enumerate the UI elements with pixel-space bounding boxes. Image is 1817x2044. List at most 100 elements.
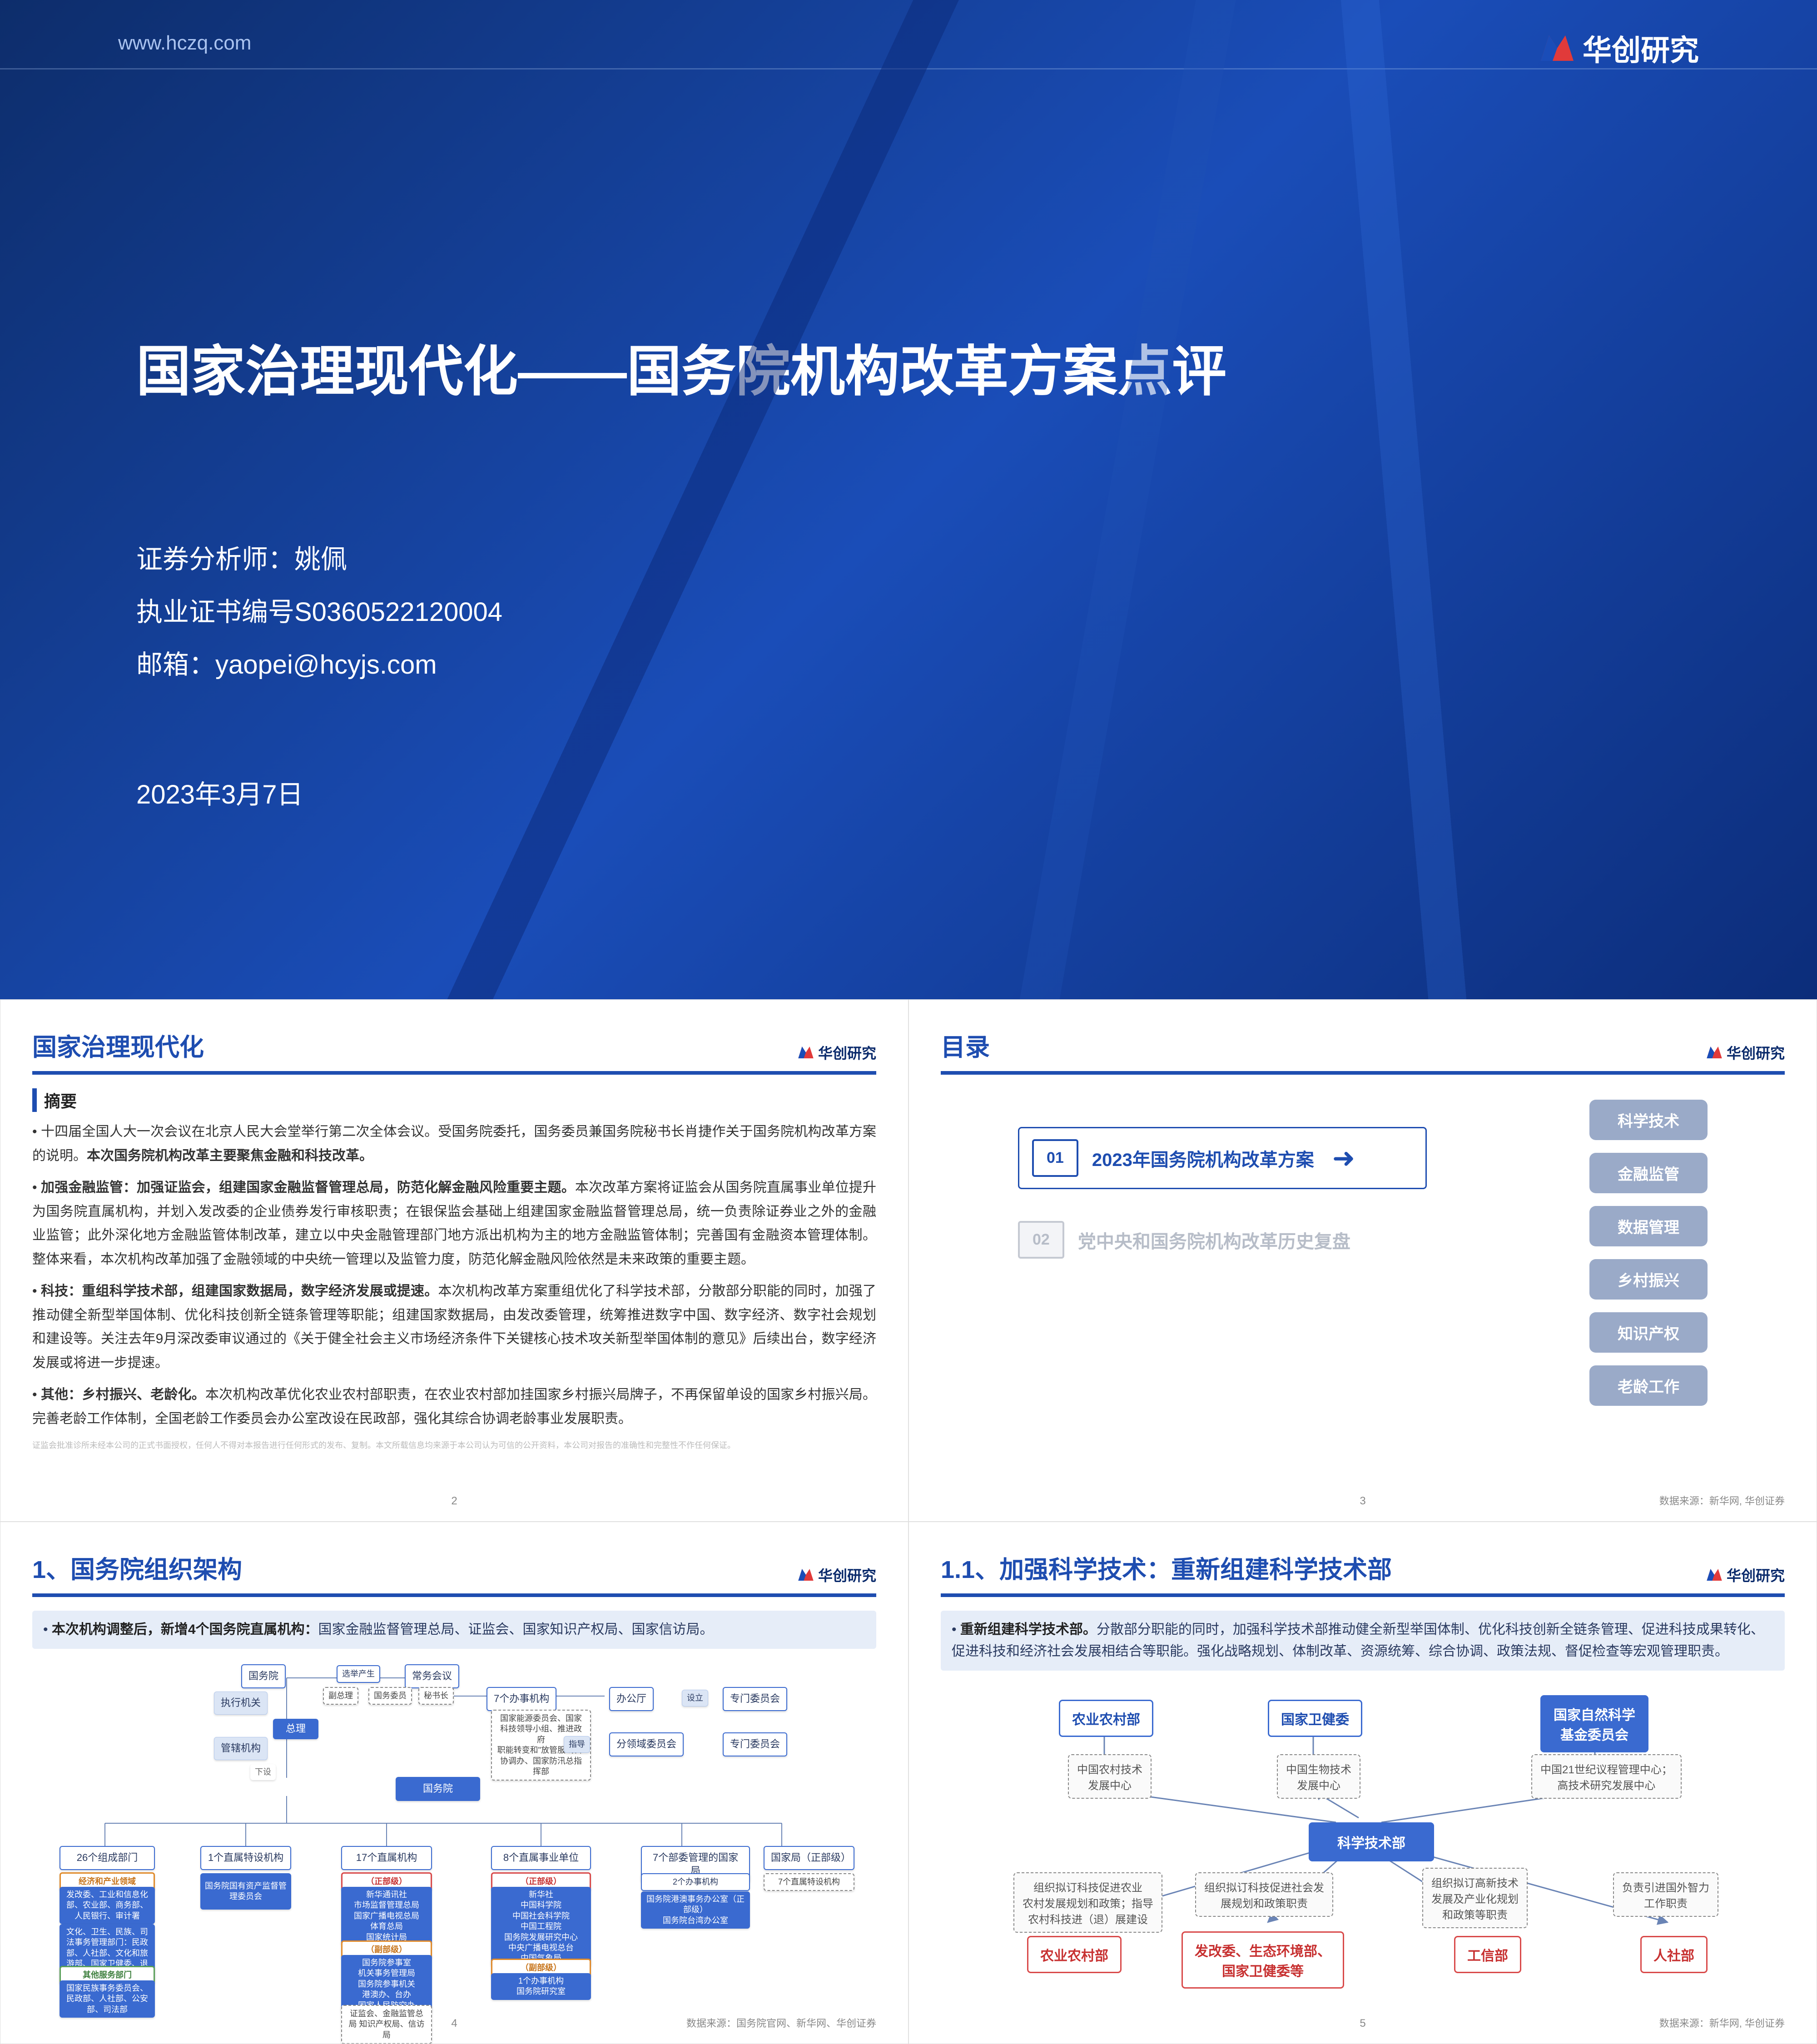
bullet-0: • 十四届全国人大一次会议在北京人民大会堂举行第二次全体会议。受国务院委托，国务… [32,1120,876,1168]
tag-pill: 数据管理 [1589,1206,1708,1246]
logo-icon [1541,35,1574,61]
slide-header: 目录 华创研究 [941,1027,1785,1075]
bottom-box: 农业农村部 [1027,1936,1122,1973]
toc-num: 02 [1018,1221,1064,1259]
node: 专门委员会 [723,1732,787,1756]
slide-header: 国家治理现代化 华创研究 [32,1027,876,1075]
slide-header: 1.1、加强科学技术：重新组建科学技术部 华创研究 [941,1549,1785,1597]
bullet-2: • 科技：重组科学技术部，组建国家数据局，数字经济发展或提速。本次机构改革方案重… [32,1280,876,1375]
col-head: 国家局（正部级） [764,1846,854,1870]
tag-pill: 乡村振兴 [1589,1259,1708,1300]
node: 指导 [564,1736,590,1753]
node: 下设 [250,1764,276,1780]
node: 发改委、工业和信息化部、农业部、商务部、人民银行、审计署 [60,1887,155,1924]
brand-logo: 华创研究 [1541,27,1699,69]
node: 2个办事机构 [641,1873,750,1891]
slide-scitech: 1.1、加强科学技术：重新组建科学技术部 华创研究 • 重新组建科学技术部。分散… [908,1522,1817,2044]
summary-subtitle: 摘要 [32,1088,77,1112]
node: 证监会、金融监管总局 知识产权局、信访局 [341,2005,432,2044]
brand-small: 华创研究 [1707,1564,1785,1585]
node: 副总理 [323,1687,358,1705]
node: 常务会议 [405,1664,459,1688]
node: 管辖机构 [214,1737,268,1760]
node-council: 国务院 [396,1777,480,1801]
node: 1个办事机构 国务院研究室 [491,1973,591,2000]
brand-small-text: 华创研究 [1727,1564,1785,1585]
node: 分领域委员会 [609,1732,684,1756]
email-line: 邮箱：yaopei@hcyjs.com [136,639,1681,691]
top-box: 国家自然科学 基金委员会 [1540,1695,1648,1752]
slide-toc: 目录 华创研究 01 2023年国务院机构改革方案 ➜ 02 党中央和国务院机构… [908,999,1817,1522]
quad-grid: 国家治理现代化 华创研究 摘要 • 十四届全国人大一次会议在北京人民大会堂举行第… [0,999,1817,2044]
toc-item-active: 01 2023年国务院机构改革方案 ➜ [1018,1127,1427,1189]
page-number: 2 [451,1495,457,1508]
node: 执行机关 [214,1692,268,1715]
page: www.hczq.com 华创研究 国家治理现代化——国务院机构改革方案点评 证… [0,0,1817,2044]
bullet-3: • 其他：乡村振兴、老龄化。本次机构改革优化农业农村部职责，在农业农村部加挂国家… [32,1383,876,1431]
slide-summary: 国家治理现代化 华创研究 摘要 • 十四届全国人大一次会议在北京人民大会堂举行第… [0,999,908,1522]
note-bar: • 重新组建科学技术部。分散部分职能的同时，加强科学技术部推动健全新型举国体制、… [941,1611,1785,1671]
page-number: 3 [1360,1495,1365,1508]
toc-label: 2023年国务院机构改革方案 [1092,1145,1314,1171]
note-box: 组织拟订高新技术 发展及产业化规划 和政策等职责 [1422,1868,1528,1928]
note-box: 组织拟订科技促进农业 农村发展规划和政策；指导 农村科技进（退）展建设 [1013,1872,1162,1933]
note-box: 中国生物技术 发展中心 [1277,1754,1360,1799]
col-head: 26个组成部门 [60,1846,155,1870]
brand-small: 华创研究 [798,1564,876,1585]
brand-small: 华创研究 [798,1042,876,1063]
node-premier: 总理 [273,1719,318,1739]
slide-header: 1、国务院组织架构 华创研究 [32,1549,876,1597]
slide-org: 1、国务院组织架构 华创研究 • 本次机构调整后，新增4个国务院直属机构：国家金… [0,1522,908,2044]
node: 秘书长 [418,1687,454,1705]
toc-item-inactive: 02 党中央和国务院机构改革历史复盘 [1018,1221,1427,1259]
analyst-line: 证券分析师：姚佩 [136,533,1681,586]
center-box: 科学技术部 [1309,1822,1434,1861]
bottom-box: 人社部 [1640,1936,1708,1973]
node: 7个办事机构 [487,1687,556,1711]
col-head: 1个直属特设机构 [200,1846,291,1870]
arrow-icon: ➜ [1332,1142,1355,1174]
source-line: 数据来源：新华网, 华创证券 [1659,1493,1785,1508]
node-top-committee: 国务院 [241,1664,286,1688]
slide-title: 1.1、加强科学技术：重新组建科学技术部 [941,1549,1392,1585]
node: 国家民族事务委员会、民政部、人社部、公安部、司法部 [60,1980,155,2018]
date-line: 2023年3月7日 [136,773,1681,811]
note-box: 中国农村技术 发展中心 [1068,1754,1152,1799]
node: 新华社 中国科学院 中国社会科学院 中国工程院 国务院发展研究中心 中央广播电视… [491,1887,591,1967]
page-number: 4 [451,2017,457,2030]
sci-diagram: 农业农村部 国家卫健委 国家自然科学 基金委员会 中国农村技术 发展中心 中国生… [941,1682,1785,1999]
node: 设立 [682,1690,708,1707]
bottom-box: 发改委、生态环境部、 国家卫健委等 [1182,1931,1344,1989]
source-line: 数据来源：新华网, 华创证券 [1659,2015,1785,2030]
top-box: 农业农村部 [1059,1700,1153,1737]
node: 7个直属特设机构 [764,1873,854,1891]
node: 国务院国有资产监督管理委员会 [200,1873,291,1910]
footnote: 证监会批准诊所未经本公司的正式书面授权，任何人不得对本报告进行任何形式的发布、复… [32,1440,876,1451]
note-box: 组织拟订科技促进社会发 展规划和政策职责 [1195,1872,1333,1917]
tag-pill: 科学技术 [1589,1100,1708,1140]
title-slide: www.hczq.com 华创研究 国家治理现代化——国务院机构改革方案点评 证… [0,0,1817,999]
main-title: 国家治理现代化——国务院机构改革方案点评 [136,327,1681,406]
note-bar: • 本次机构调整后，新增4个国务院直属机构：国家金融监督管理总局、证监会、国家知… [32,1611,876,1649]
node: 新华通讯社 市场监督管理总局 国家广播电视总局 体育总局 国家统计局 [341,1887,432,1945]
brand-small: 华创研究 [1707,1042,1785,1063]
brand-small-text: 华创研究 [818,1042,876,1063]
tag-column: 科学技术 金融监管 数据管理 乡村振兴 知识产权 老龄工作 [1589,1100,1708,1406]
header-url: www.hczq.com [118,32,251,55]
note-box: 中国21世纪议程管理中心； 高技术研究发展中心 [1531,1754,1682,1799]
toc-num: 01 [1032,1139,1078,1177]
source-line: 数据来源：国务院官网、新华网、华创证券 [686,2015,876,2030]
title-meta: 证券分析师：姚佩 执业证书编号S0360522120004 邮箱：yaopei@… [136,533,1681,691]
toc-label: 党中央和国务院机构改革历史复盘 [1078,1227,1350,1253]
tag-pill: 老龄工作 [1589,1365,1708,1406]
node: 专门委员会 [723,1687,787,1711]
slide-title: 国家治理现代化 [32,1027,204,1063]
bullet-1: • 加强金融监管：加强证监会，组建国家金融监督管理总局，防范化解金融风险重要主题… [32,1176,876,1271]
org-diagram: 国务院 选举产生 常务会议 副总理 国务委员 秘书长 执行机关 管辖机构 下设 … [32,1660,876,2005]
bottom-box: 工信部 [1454,1936,1521,1973]
tag-pill: 金融监管 [1589,1153,1708,1193]
brand-text: 华创研究 [1583,27,1699,69]
toc-list: 01 2023年国务院机构改革方案 ➜ 02 党中央和国务院机构改革历史复盘 [1018,1127,1427,1277]
connector-lines [32,1660,877,2005]
col-head: 17个直属机构 [341,1846,432,1870]
